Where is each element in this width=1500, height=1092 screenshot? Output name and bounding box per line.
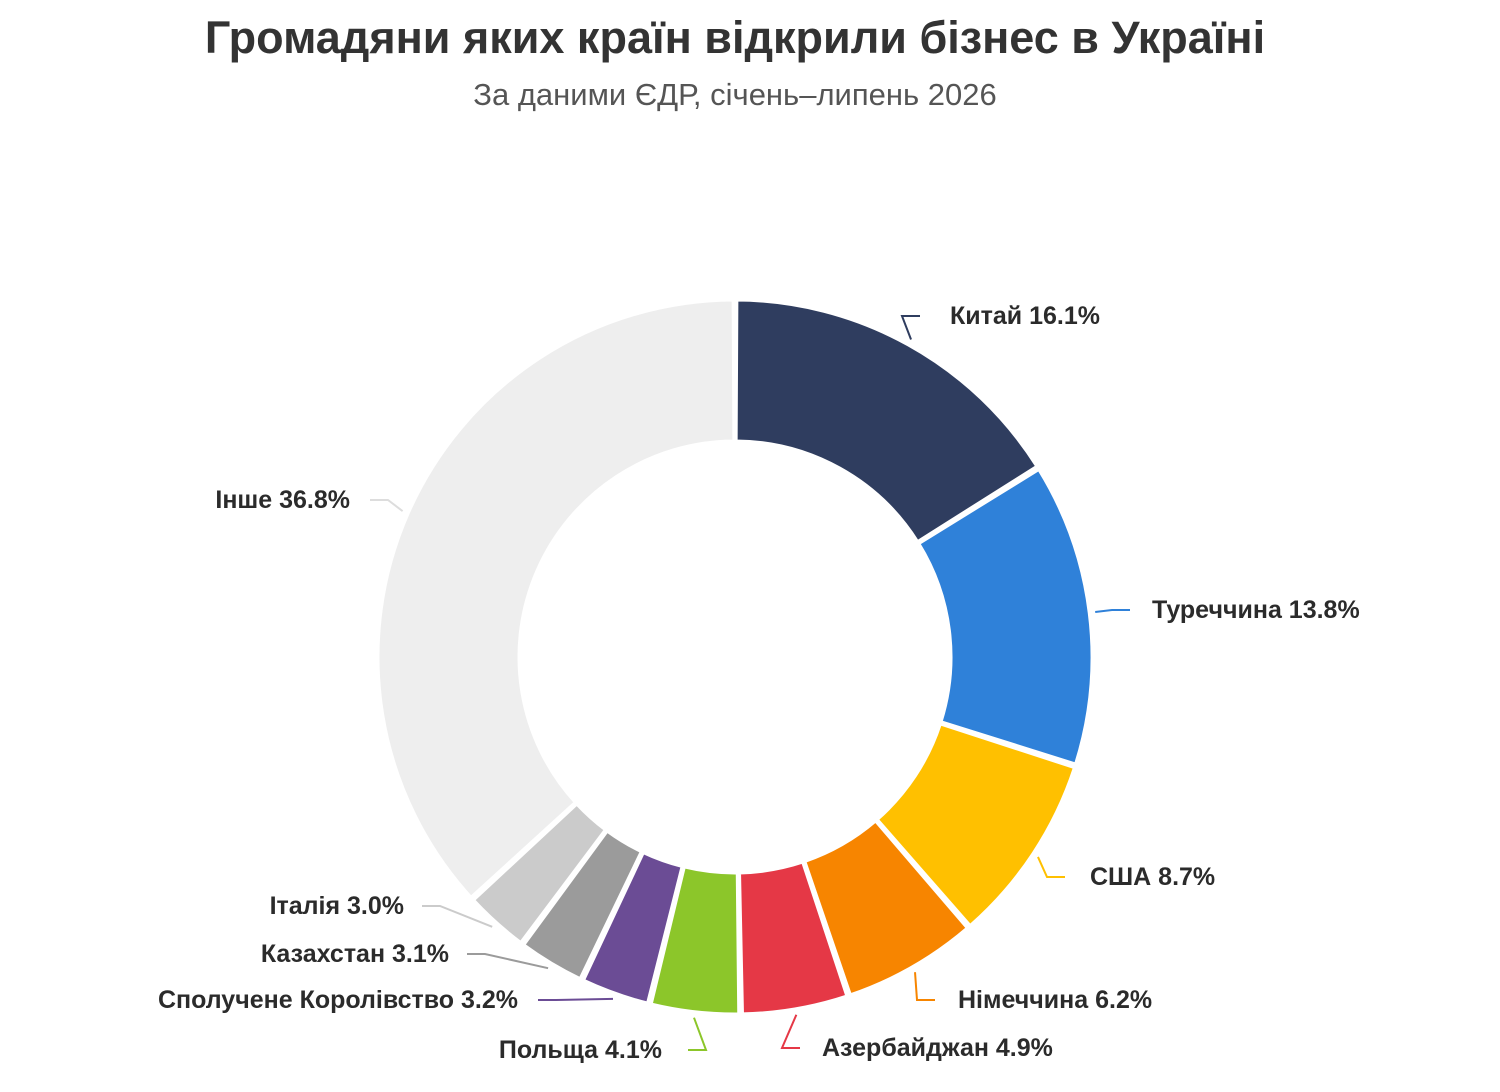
leader-line	[780, 1014, 800, 1049]
chart-title: Громадяни яких країн відкрили бізнес в У…	[204, 12, 1266, 63]
leader-line	[1095, 609, 1130, 614]
slice-label: Азербайджан 4.9%	[822, 1034, 1053, 1062]
leader-line	[538, 997, 614, 1001]
leader-line	[370, 499, 404, 512]
slice-label: Казахстан 3.1%	[261, 940, 449, 968]
leader-line	[900, 315, 920, 340]
donut-slice	[738, 860, 849, 1016]
leader-line	[467, 953, 549, 970]
donut-slice	[472, 802, 607, 945]
donut-slice	[875, 722, 1076, 928]
donut-slice	[522, 829, 643, 981]
donut-slice	[803, 819, 969, 997]
slice-label: Німеччина 6.2%	[958, 986, 1152, 1014]
slice-label: США 8.7%	[1090, 863, 1215, 891]
slice-label: Інше 36.8%	[215, 486, 350, 514]
slice-label: Польща 4.1%	[499, 1036, 662, 1064]
slice-label: Італія 3.0%	[270, 892, 404, 920]
donut-slice	[649, 865, 741, 1016]
leader-line	[422, 905, 493, 928]
donut-slice	[582, 851, 684, 1005]
slice-label: Туреччина 13.8%	[1152, 596, 1360, 624]
leader-line	[688, 1017, 708, 1051]
leader-line	[914, 972, 935, 1001]
donut-slice	[917, 468, 1094, 766]
chart-subtitle: За даними ЄДР, січень–липень 2026	[473, 77, 997, 112]
slice-label: Сполучене Королівство 3.2%	[158, 986, 518, 1014]
donut-slice	[734, 298, 1039, 544]
slice-label: Китай 16.1%	[950, 302, 1100, 330]
leader-line	[1037, 856, 1065, 878]
donut-slice	[376, 298, 736, 899]
